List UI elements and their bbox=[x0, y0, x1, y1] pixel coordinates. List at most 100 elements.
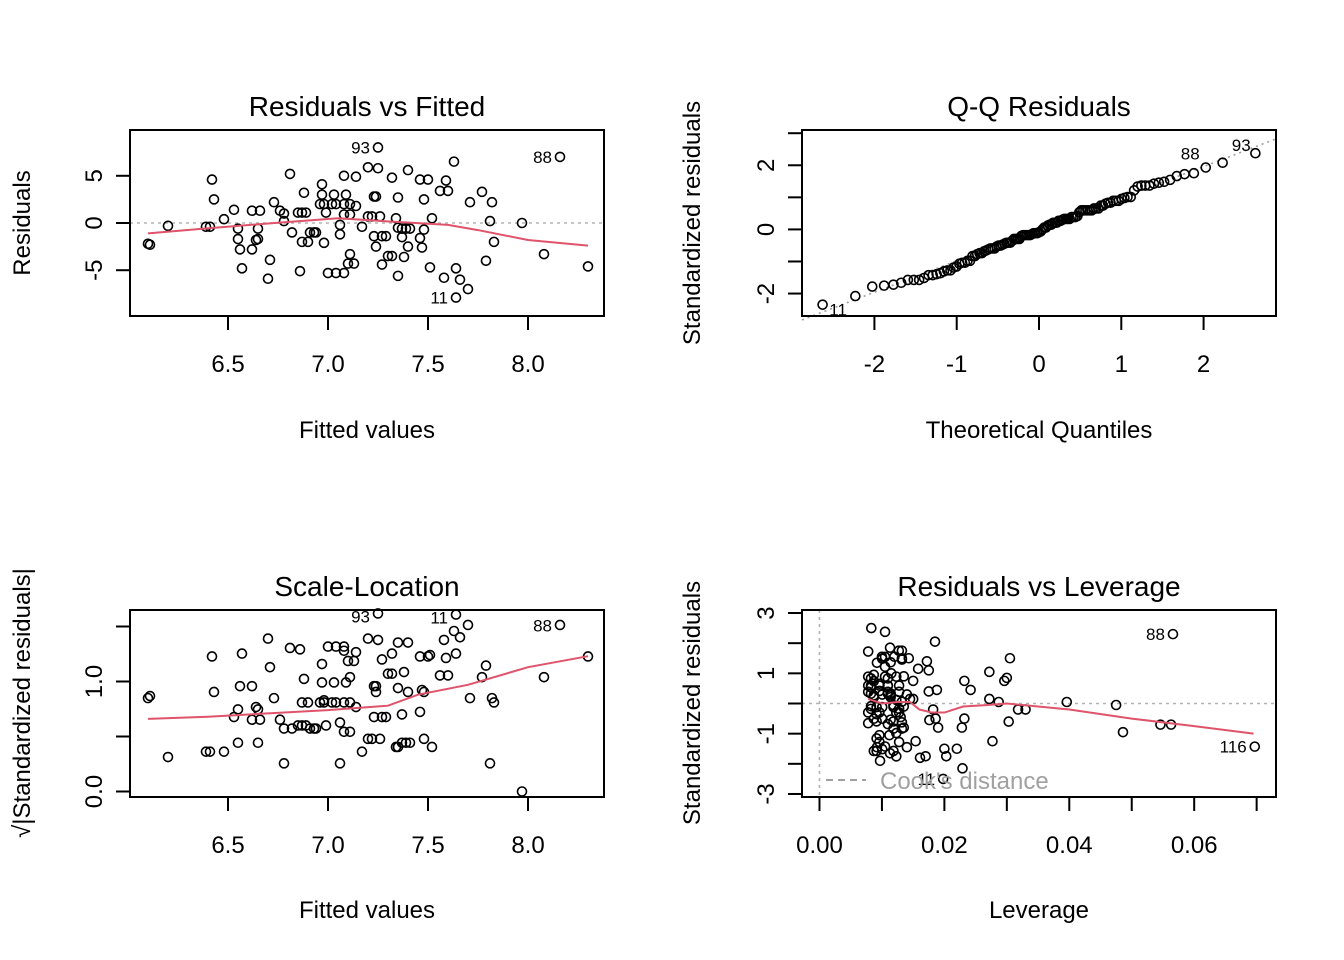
data-point bbox=[314, 697, 326, 708]
data-point bbox=[254, 714, 266, 726]
data-point bbox=[316, 178, 328, 190]
data-point bbox=[957, 763, 968, 774]
data-point bbox=[488, 236, 500, 248]
data-point bbox=[1061, 696, 1073, 708]
data-point bbox=[162, 751, 174, 763]
x-tick-label: 0.02 bbox=[921, 832, 968, 859]
data-point bbox=[344, 198, 356, 210]
data-point bbox=[396, 231, 408, 243]
data-point bbox=[424, 262, 436, 273]
data-point bbox=[318, 237, 330, 249]
data-point bbox=[376, 230, 388, 242]
data-point bbox=[208, 686, 220, 698]
x-tick-label: 6.5 bbox=[211, 351, 244, 378]
data-point bbox=[286, 723, 298, 734]
data-point bbox=[330, 267, 342, 279]
data-point bbox=[262, 273, 274, 285]
data-point bbox=[286, 227, 298, 238]
data-point bbox=[462, 619, 474, 631]
data-point bbox=[338, 641, 350, 652]
chart-title: Q-Q Residuals bbox=[947, 91, 1131, 122]
data-point bbox=[414, 232, 426, 244]
panel-scale-location: Scale-Location Fitted values √|Standardi… bbox=[9, 568, 605, 924]
data-point bbox=[895, 711, 906, 723]
data-point bbox=[1001, 672, 1013, 684]
data-point bbox=[344, 726, 356, 738]
data-point bbox=[554, 619, 566, 631]
data-point bbox=[866, 622, 877, 634]
data-point bbox=[927, 704, 939, 715]
y-tick-label: -2 bbox=[753, 283, 780, 304]
x-tick-label: -2 bbox=[864, 351, 885, 378]
data-point bbox=[884, 729, 895, 741]
plot-frame bbox=[801, 129, 1277, 317]
data-point bbox=[304, 227, 316, 238]
data-point bbox=[438, 272, 450, 284]
data-point bbox=[871, 741, 883, 753]
data-point bbox=[442, 185, 454, 197]
data-point bbox=[322, 267, 334, 279]
data-point bbox=[908, 274, 920, 286]
y-tick-label: 0.0 bbox=[81, 775, 108, 808]
data-point bbox=[879, 626, 891, 638]
y-tick-label: 0 bbox=[753, 223, 780, 236]
data-point bbox=[304, 723, 316, 734]
data-point bbox=[362, 733, 374, 745]
data-point bbox=[284, 642, 296, 654]
data-point bbox=[871, 708, 882, 720]
data-point bbox=[264, 661, 276, 673]
data-point bbox=[326, 697, 338, 708]
data-point bbox=[380, 711, 392, 723]
data-point bbox=[422, 174, 434, 185]
y-axis-label: Residuals bbox=[9, 170, 36, 275]
data-point bbox=[448, 156, 460, 167]
data-point bbox=[1217, 157, 1228, 169]
data-point bbox=[334, 717, 346, 728]
data-point bbox=[1249, 741, 1261, 752]
point-label: 11 bbox=[917, 770, 935, 789]
data-point bbox=[362, 161, 374, 173]
data-point bbox=[486, 196, 498, 208]
data-point bbox=[320, 720, 332, 731]
data-point bbox=[296, 207, 308, 218]
data-point bbox=[464, 692, 476, 704]
data-point bbox=[330, 641, 342, 652]
y-tick-label: 1.0 bbox=[81, 665, 108, 698]
x-tick-label: 0.00 bbox=[796, 832, 843, 859]
data-point bbox=[874, 755, 886, 767]
point-label: 88 bbox=[533, 616, 552, 635]
point-label: 11 bbox=[430, 609, 448, 628]
data-point bbox=[440, 652, 452, 664]
data-point bbox=[348, 655, 360, 667]
y-tick-label: 1 bbox=[753, 667, 780, 680]
data-point bbox=[874, 707, 885, 718]
data-point bbox=[404, 223, 416, 234]
data-point bbox=[1148, 178, 1160, 189]
panel-residuals-vs-fitted: Residuals vs Fitted Fitted values Residu… bbox=[9, 91, 605, 444]
data-point bbox=[1136, 180, 1147, 191]
data-point bbox=[298, 187, 310, 199]
data-point bbox=[218, 746, 230, 757]
data-point bbox=[370, 191, 382, 202]
data-point bbox=[316, 189, 328, 200]
data-point bbox=[866, 281, 878, 292]
data-point bbox=[414, 174, 426, 185]
data-point bbox=[438, 634, 450, 646]
y-tick-label: 5 bbox=[81, 169, 108, 182]
data-point bbox=[142, 692, 154, 704]
data-point bbox=[538, 671, 550, 683]
data-point bbox=[442, 670, 454, 681]
x-tick-label: 7.0 bbox=[311, 832, 344, 859]
data-point bbox=[484, 758, 496, 769]
x-tick-label: 8.0 bbox=[511, 832, 544, 859]
data-point bbox=[886, 668, 897, 679]
data-point bbox=[920, 750, 931, 762]
data-point bbox=[454, 632, 466, 643]
data-point bbox=[342, 655, 354, 667]
data-point bbox=[1167, 628, 1179, 640]
data-point bbox=[200, 221, 212, 233]
y-axis-label: Standardized residuals bbox=[679, 101, 706, 345]
data-point bbox=[344, 248, 356, 260]
data-point bbox=[366, 733, 378, 745]
data-point bbox=[396, 737, 408, 749]
